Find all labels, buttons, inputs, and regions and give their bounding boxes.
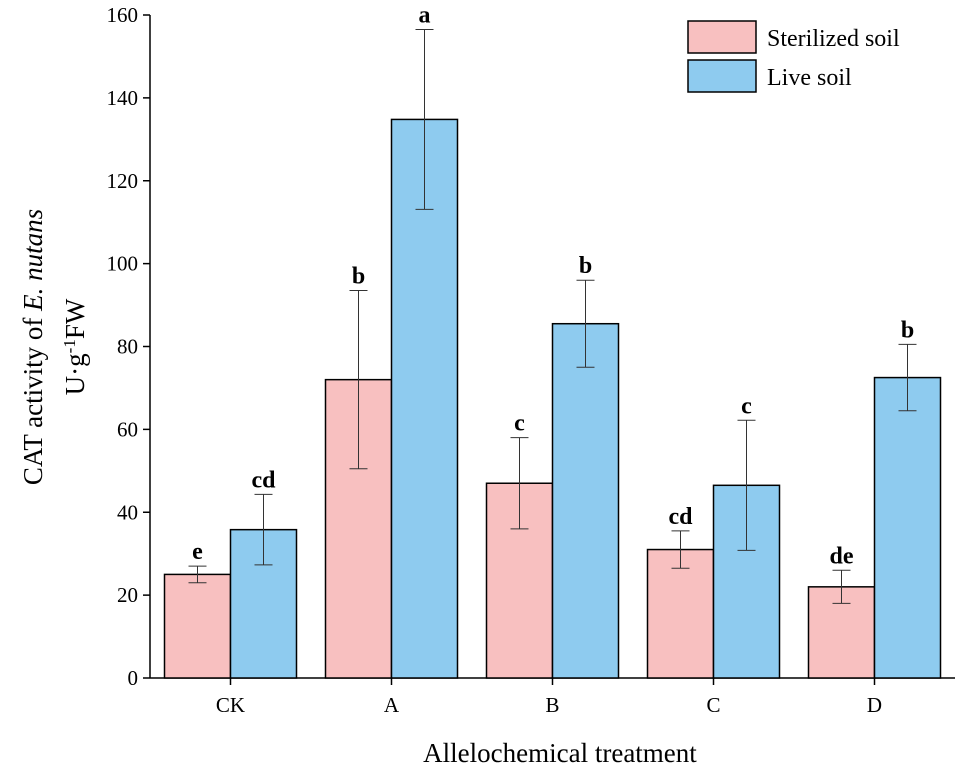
- y-tick-label: 20: [117, 583, 138, 607]
- y-tick-label: 0: [128, 666, 139, 690]
- legend-swatch-live: [687, 59, 757, 93]
- bar-live: [551, 322, 620, 679]
- y-axis-units-base: U·g: [60, 353, 90, 395]
- legend-label-live: Live soil: [767, 65, 852, 91]
- x-axis-title: Allelochemical treatment: [423, 738, 697, 768]
- y-axis-title-text: CAT activity of: [18, 311, 48, 485]
- x-tick-label: C: [706, 693, 720, 717]
- y-axis-units-suffix: FW: [60, 298, 90, 339]
- y-axis-title-species: E. nutans: [18, 209, 48, 312]
- x-tick-label: CK: [216, 693, 245, 717]
- y-axis-units: U·g-1FW: [60, 298, 91, 395]
- y-axis-title: CAT activity of E. nutans: [18, 209, 48, 485]
- y-tick-label: 100: [107, 252, 139, 276]
- significance-letter: b: [352, 264, 365, 290]
- bar-live: [390, 118, 459, 679]
- x-tick-label: D: [867, 693, 882, 717]
- significance-letter: de: [830, 543, 854, 569]
- significance-letter: e: [192, 539, 203, 565]
- significance-letter: cd: [669, 504, 694, 530]
- y-tick-label: 80: [117, 335, 138, 359]
- legend: Sterilized soil Live soil: [687, 20, 900, 93]
- bar-live: [873, 376, 942, 679]
- legend-label-sterilized: Sterilized soil: [767, 26, 900, 52]
- y-tick-label: 120: [107, 169, 139, 193]
- x-tick-label: A: [384, 693, 400, 717]
- bar-sterilized: [646, 548, 715, 679]
- significance-letter: b: [579, 253, 592, 279]
- plot-area: 0 20 40 60 80 100 120 140 160 CK e cd Ab a Bc b Ccd c Dde b: [107, 3, 955, 717]
- significance-letter: a: [419, 3, 431, 29]
- significance-letter: c: [741, 393, 752, 419]
- y-tick-label: 60: [117, 417, 138, 441]
- y-tick-label: 40: [117, 500, 138, 524]
- x-tick-label: B: [545, 693, 559, 717]
- y-tick-label: 140: [107, 86, 139, 110]
- legend-swatch-sterilized: [687, 20, 757, 54]
- y-axis-units-exponent: -1: [60, 339, 79, 353]
- significance-letter: b: [901, 317, 914, 343]
- y-tick-label: 160: [107, 3, 139, 27]
- bar-sterilized: [163, 573, 232, 679]
- significance-letter: cd: [252, 467, 277, 493]
- significance-letter: c: [514, 411, 525, 437]
